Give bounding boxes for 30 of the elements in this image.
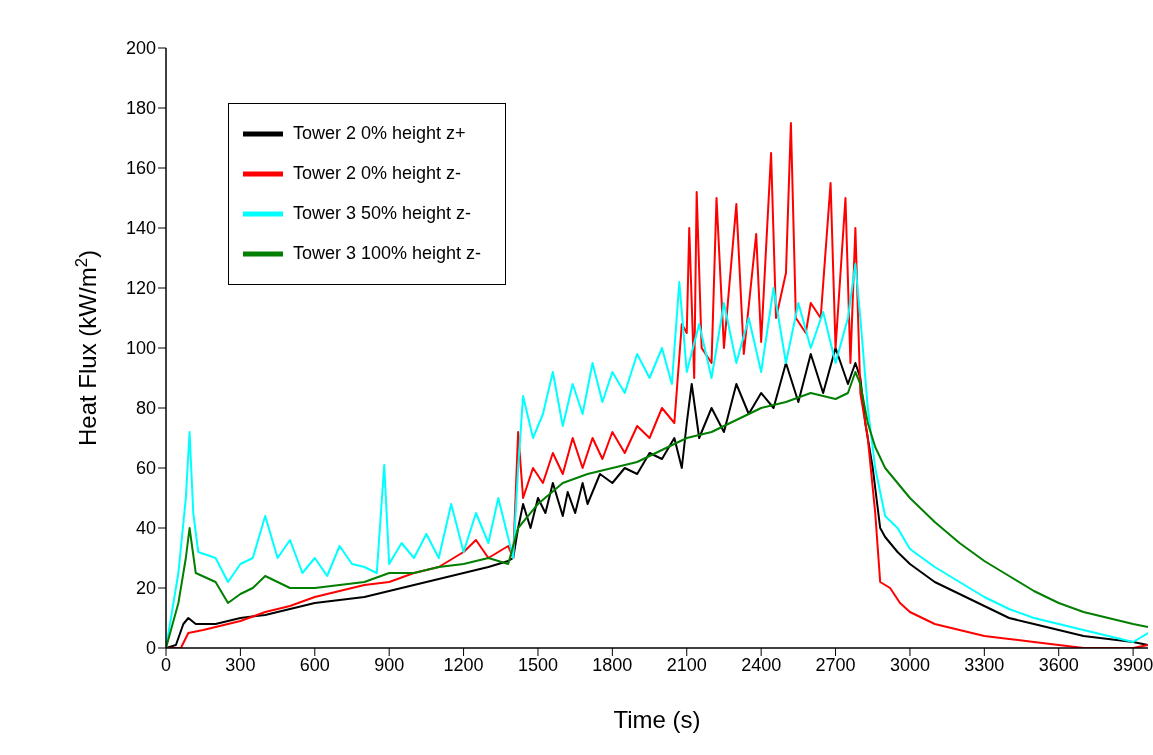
x-tick-label: 3000 <box>889 654 930 675</box>
x-tick-label: 0 <box>160 654 172 675</box>
y-tick-label: 200 <box>125 38 156 59</box>
x-tick-label: 2100 <box>666 654 707 675</box>
y-tick-label: 100 <box>125 338 156 359</box>
x-tick-label: 600 <box>299 654 330 675</box>
x-tick-label: 3300 <box>964 654 1005 675</box>
y-tick-label: 120 <box>125 278 156 299</box>
legend-label: Tower 2 0% height z+ <box>293 122 466 143</box>
y-tick-label: 0 <box>145 638 156 659</box>
legend-label: Tower 2 0% height z- <box>293 162 462 183</box>
legend-label: Tower 3 50% height z- <box>293 202 472 223</box>
y-tick-label: 180 <box>125 98 156 119</box>
y-tick-label: 160 <box>125 158 156 179</box>
y-tick-label: 140 <box>125 218 156 239</box>
x-tick-label: 1500 <box>517 654 558 675</box>
x-axis-title: Time (s) <box>613 706 701 733</box>
x-tick-label: 1200 <box>443 654 484 675</box>
legend-label: Tower 3 100% height z- <box>293 242 482 263</box>
x-tick-label: 2400 <box>741 654 782 675</box>
x-tick-label: 3600 <box>1038 654 1079 675</box>
y-tick-label: 40 <box>135 518 156 539</box>
x-tick-label: 300 <box>225 654 256 675</box>
x-tick-label: 3900 <box>1113 654 1153 675</box>
y-tick-label: 80 <box>135 398 156 419</box>
x-tick-label: 900 <box>374 654 405 675</box>
x-tick-label: 1800 <box>592 654 633 675</box>
y-tick-label: 20 <box>135 578 156 599</box>
x-tick-label: 2700 <box>815 654 856 675</box>
y-tick-label: 60 <box>135 458 156 479</box>
